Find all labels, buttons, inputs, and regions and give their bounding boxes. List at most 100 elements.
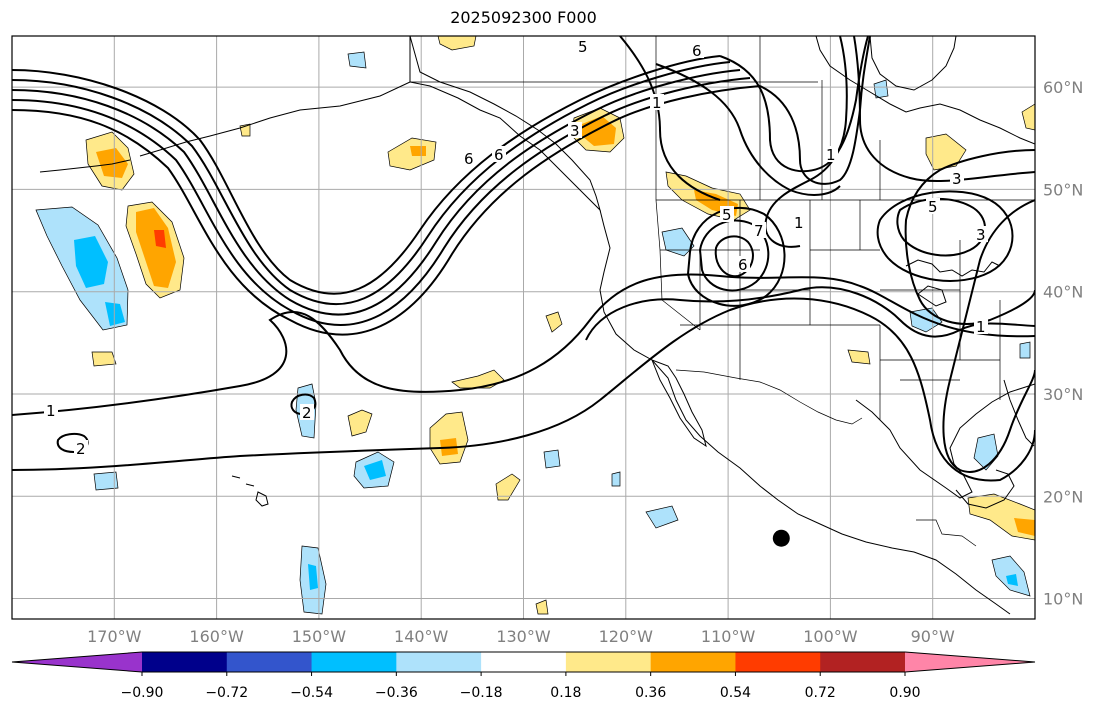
colorbar-segment <box>565 652 652 672</box>
lon-tick-label: 130°W <box>496 627 551 646</box>
contour-line <box>12 61 731 306</box>
shade-patch <box>451 369 505 389</box>
contour-label: 3 <box>976 226 986 244</box>
alaska-peninsula <box>139 81 411 157</box>
lon-tick-label: 90°W <box>911 627 955 646</box>
shade-patch <box>873 79 889 99</box>
contour-label: 5 <box>578 38 588 56</box>
us-mexico-border <box>675 369 863 425</box>
lon-tick-label: 170°W <box>87 627 142 646</box>
colorbar-extend-high <box>905 652 1035 672</box>
shade-patch <box>93 471 119 491</box>
contour-label: 6 <box>464 150 474 168</box>
contour-label: 5 <box>722 206 732 224</box>
canada-coast <box>815 36 1035 145</box>
contour-line <box>942 199 1035 473</box>
map-area: 5 6 1 3 6 5 1 3 5 6 1 1 2 2 <box>12 36 1035 619</box>
lat-tick-label: 10°N <box>1043 590 1083 609</box>
contour-line <box>876 190 1014 282</box>
lat-tick-label: 20°N <box>1043 487 1083 506</box>
shade-patch <box>661 227 695 257</box>
canada-provinces <box>655 36 881 200</box>
contour-line <box>12 69 741 316</box>
colorbar-segment <box>142 652 228 672</box>
shade-patch <box>74 236 108 288</box>
contour-line <box>686 206 786 307</box>
shade-patch <box>429 411 469 465</box>
contour-line <box>619 36 721 201</box>
latitude-labels: 60°N 50°N 40°N 30°N 20°N 10°N <box>1043 78 1083 608</box>
shade-patch <box>1021 103 1035 131</box>
contour-line <box>12 297 1035 482</box>
longitude-labels: 170°W 160°W 150°W 140°W 130°W 120°W 110°W 100°W… <box>87 627 955 646</box>
contour-line <box>759 36 871 185</box>
colorbar-label: −0.90 <box>121 685 164 701</box>
shade-patch <box>535 599 549 615</box>
coastlines <box>39 36 1035 615</box>
lat-tick-label: 60°N <box>1043 78 1083 97</box>
lon-tick-label: 110°W <box>701 627 756 646</box>
contour-line <box>12 77 751 326</box>
contour-label: 6 <box>692 42 702 60</box>
contour-line <box>698 219 770 292</box>
contour-label: 3 <box>570 122 580 140</box>
colorbar-label: −0.54 <box>290 685 333 701</box>
shade-patch <box>136 208 176 288</box>
lon-tick-label: 150°W <box>292 627 347 646</box>
contour-line <box>764 36 848 248</box>
map-frame <box>11 35 1036 620</box>
lon-tick-label: 160°W <box>189 627 244 646</box>
contour-label: 1 <box>652 94 662 112</box>
contour-label: 6 <box>738 256 748 274</box>
lon-tick-label: 140°W <box>394 627 449 646</box>
contour-line <box>12 273 1035 416</box>
colorbar-label: 0.36 <box>635 685 666 701</box>
contour-label: 2 <box>302 404 312 422</box>
shade-patch <box>1019 341 1031 359</box>
contour-line <box>853 36 1035 182</box>
west-coast <box>599 209 1011 615</box>
colorbar: −0.90 −0.72 −0.54 −0.36 −0.18 0.18 0.36 0.54 0.7… <box>11 651 1036 701</box>
hudson-bay <box>869 36 957 91</box>
shade-patch <box>91 351 117 367</box>
contour-line <box>585 286 1035 341</box>
contour-label: 1 <box>976 318 986 336</box>
colorbar-label: −0.72 <box>205 685 248 701</box>
contour-label: 1 <box>794 214 804 232</box>
contour-line <box>12 55 721 295</box>
contour-label: 6 <box>494 146 504 164</box>
contour-label: 1 <box>826 146 836 164</box>
shading-layer <box>35 36 1035 615</box>
shade-patch <box>543 449 561 469</box>
shade-patch <box>1014 518 1035 536</box>
shade-patch <box>1006 574 1018 586</box>
colorbar-extend-low <box>12 652 142 672</box>
contour-line <box>904 149 1035 325</box>
shade-patch <box>308 564 318 590</box>
colorbar-label: −0.36 <box>375 685 418 701</box>
map-title: 2025092300 F000 <box>450 8 597 27</box>
colorbar-label: 0.72 <box>805 685 836 701</box>
contour-line <box>655 63 841 196</box>
yucatan <box>955 469 1015 509</box>
contour-labels: 5 6 1 3 6 5 1 3 5 6 1 1 2 2 <box>44 38 988 458</box>
shade-patch <box>545 311 563 333</box>
lat-tick-label: 30°N <box>1043 385 1083 404</box>
colorbar-segment <box>650 652 736 672</box>
shade-patch <box>495 473 521 501</box>
hawaii <box>231 475 269 507</box>
lat-tick-label: 50°N <box>1043 180 1083 199</box>
shade-patch <box>105 302 125 326</box>
contour-line <box>714 235 754 278</box>
shade-patch <box>847 349 871 365</box>
colorbar-segment <box>396 652 482 672</box>
great-lakes <box>905 259 1001 307</box>
shade-patch <box>437 36 477 51</box>
baja-california <box>651 359 707 448</box>
shade-patch <box>364 460 386 480</box>
alaska-coast <box>409 36 602 212</box>
shade-patch <box>410 146 426 156</box>
contour-line <box>12 85 761 336</box>
shade-patch <box>96 148 128 178</box>
